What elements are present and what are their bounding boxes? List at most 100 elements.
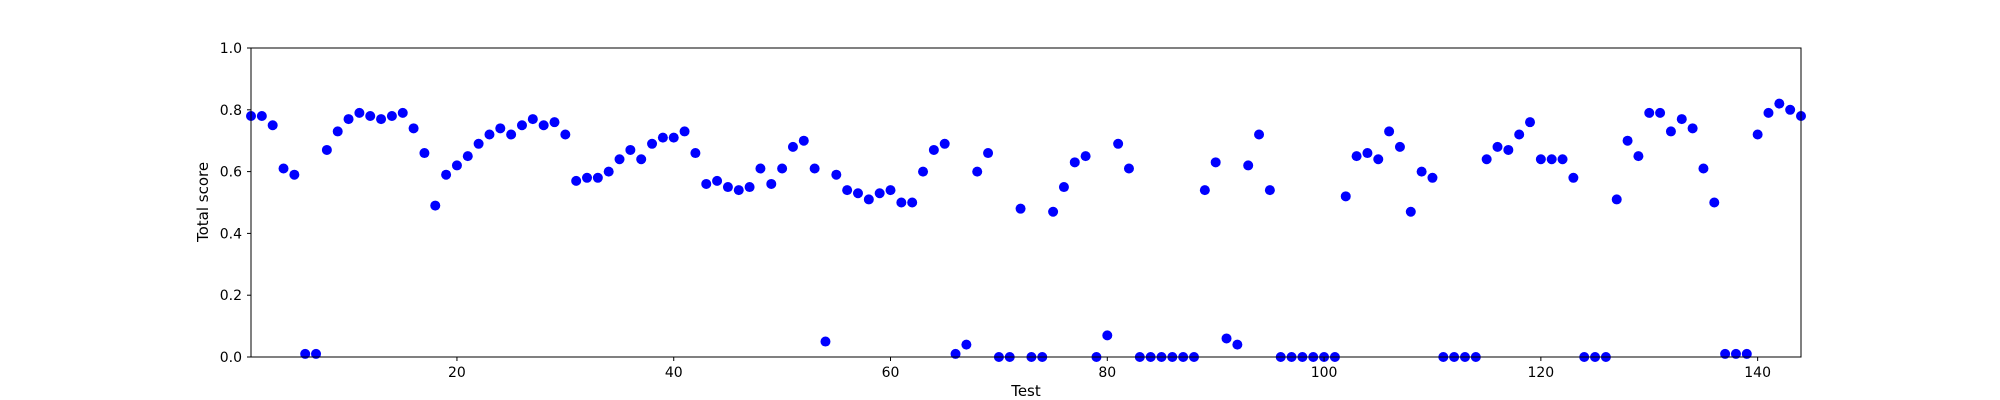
- data-point: [582, 172, 593, 183]
- data-point: [777, 163, 788, 174]
- data-point: [744, 182, 755, 193]
- data-point: [592, 172, 603, 183]
- data-point: [1362, 148, 1373, 159]
- x-tick-label: 80: [1098, 365, 1116, 381]
- data-point: [1221, 333, 1232, 344]
- data-point: [603, 166, 614, 177]
- data-point: [1665, 126, 1676, 137]
- data-point: [1676, 114, 1687, 125]
- data-point: [1384, 126, 1395, 137]
- data-point: [1199, 185, 1210, 196]
- data-point: [950, 348, 961, 359]
- data-point: [1080, 151, 1091, 162]
- data-point: [1752, 129, 1763, 140]
- data-point: [343, 114, 354, 125]
- data-point: [787, 141, 798, 152]
- data-point: [809, 163, 820, 174]
- data-point: [1492, 141, 1503, 152]
- data-point: [1123, 163, 1134, 174]
- data-point: [1644, 107, 1655, 118]
- data-point: [267, 120, 278, 131]
- data-point: [289, 169, 300, 180]
- data-point: [1557, 154, 1568, 165]
- data-point: [1655, 107, 1666, 118]
- y-tick-label: 1.0: [220, 41, 242, 57]
- data-point: [1622, 135, 1633, 146]
- data-point: [1774, 98, 1785, 109]
- data-point: [321, 144, 332, 155]
- data-point: [1568, 172, 1579, 183]
- data-point: [1405, 206, 1416, 217]
- x-tick-label: 140: [1744, 365, 1771, 381]
- data-point: [733, 185, 744, 196]
- data-point: [1210, 157, 1221, 168]
- data-point: [1785, 104, 1796, 115]
- data-point: [983, 148, 994, 159]
- data-point: [1503, 144, 1514, 155]
- data-point: [1730, 348, 1741, 359]
- data-point: [722, 182, 733, 193]
- x-tick-label: 120: [1527, 365, 1554, 381]
- data-point: [332, 126, 343, 137]
- data-point: [495, 123, 506, 134]
- data-point: [1254, 129, 1265, 140]
- data-point: [1763, 107, 1774, 118]
- data-point: [614, 154, 625, 165]
- data-point: [549, 117, 560, 128]
- data-point: [1058, 182, 1069, 193]
- x-tick-label: 40: [665, 365, 683, 381]
- data-point: [701, 178, 712, 189]
- data-point: [766, 178, 777, 189]
- plot-area-frame: [250, 47, 1802, 358]
- data-point: [636, 154, 647, 165]
- data-point: [1698, 163, 1709, 174]
- y-tick-label: 0.8: [220, 103, 242, 119]
- y-tick-label: 0.0: [220, 350, 242, 366]
- data-point: [1232, 339, 1243, 350]
- data-point: [441, 169, 452, 180]
- data-points: [246, 98, 1806, 362]
- data-point: [972, 166, 983, 177]
- data-point: [1048, 206, 1059, 217]
- data-point: [538, 120, 549, 131]
- x-tick-label: 100: [1311, 365, 1338, 381]
- data-point: [571, 175, 582, 186]
- data-point: [278, 163, 289, 174]
- data-point: [1394, 141, 1405, 152]
- data-point: [386, 110, 397, 121]
- data-point: [907, 197, 918, 208]
- data-point: [961, 339, 972, 350]
- data-point: [473, 138, 484, 149]
- data-point: [1243, 160, 1254, 171]
- data-point: [896, 197, 907, 208]
- data-point: [798, 135, 809, 146]
- data-point: [1535, 154, 1546, 165]
- x-tick-label: 60: [882, 365, 900, 381]
- x-tick-label: 20: [448, 365, 466, 381]
- y-tick-label: 0.6: [220, 165, 242, 181]
- data-point: [397, 107, 408, 118]
- data-point: [365, 110, 376, 121]
- data-point: [647, 138, 658, 149]
- data-point: [842, 185, 853, 196]
- data-point: [1340, 191, 1351, 202]
- data-point: [657, 132, 668, 143]
- data-point: [679, 126, 690, 137]
- data-point: [300, 348, 311, 359]
- data-point: [755, 163, 766, 174]
- data-point: [1709, 197, 1720, 208]
- data-point: [1611, 194, 1622, 205]
- data-point: [1102, 330, 1113, 341]
- data-point: [451, 160, 462, 171]
- data-point: [1741, 348, 1752, 359]
- data-point: [516, 120, 527, 131]
- data-point: [1113, 138, 1124, 149]
- data-point: [1481, 154, 1492, 165]
- data-point: [527, 114, 538, 125]
- data-point: [1015, 203, 1026, 214]
- data-point: [863, 194, 874, 205]
- data-point: [462, 151, 473, 162]
- y-tick-label: 0.2: [220, 288, 242, 304]
- data-point: [918, 166, 929, 177]
